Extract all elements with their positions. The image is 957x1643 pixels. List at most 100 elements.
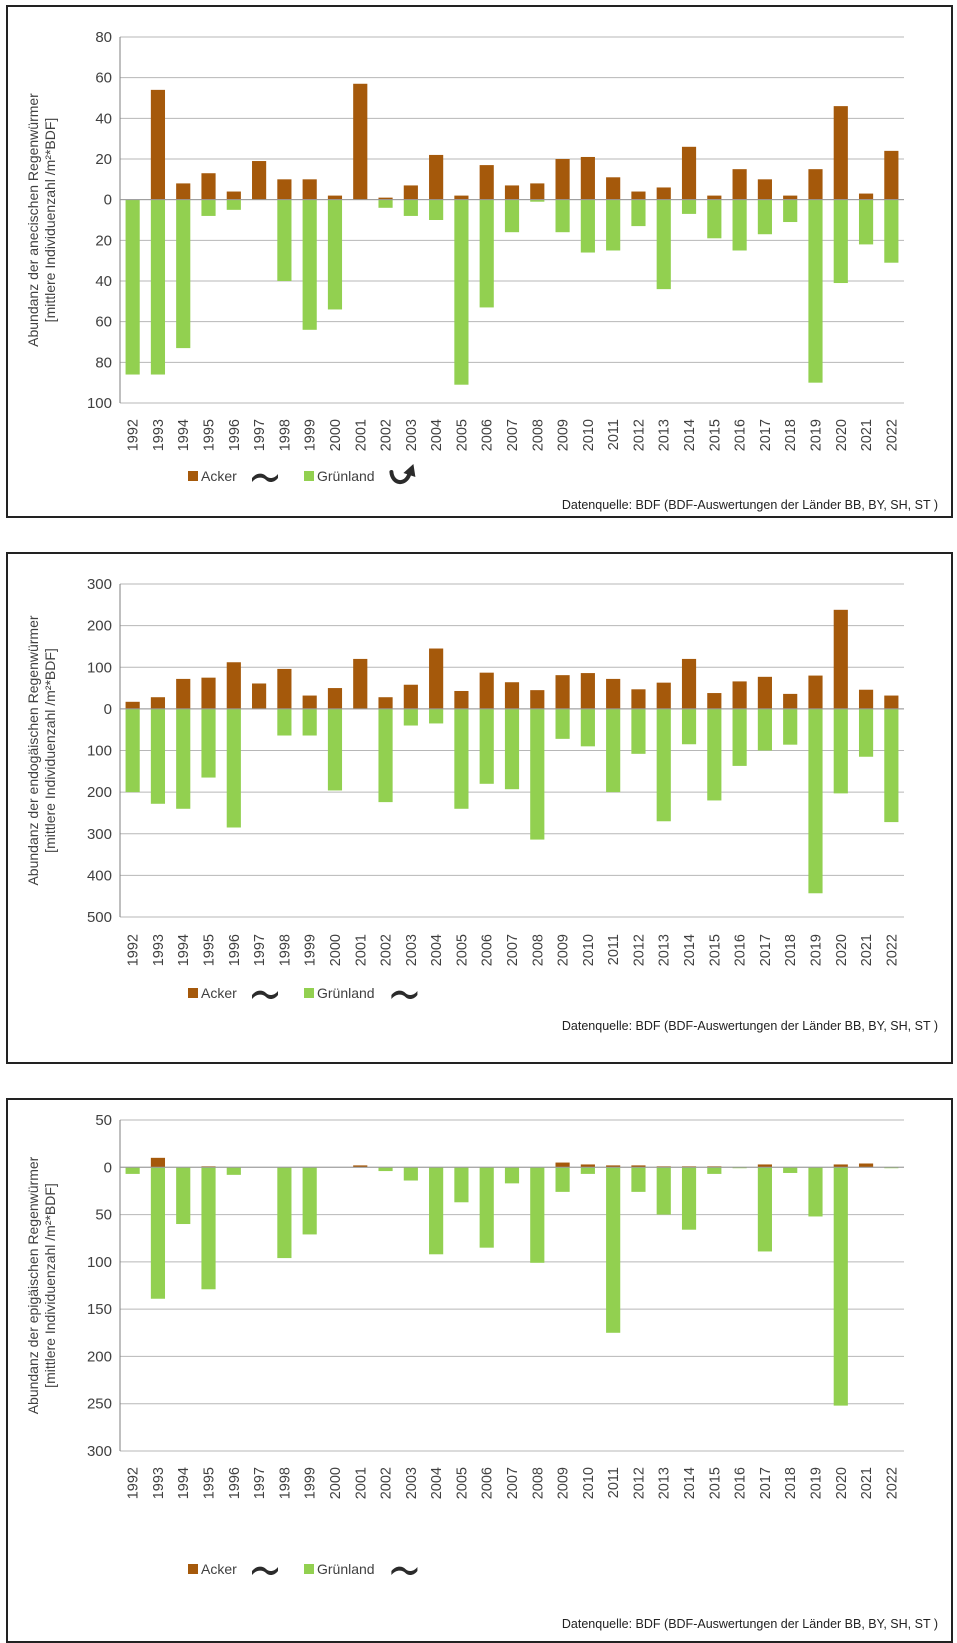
- x-tick-label: 1993: [151, 934, 167, 966]
- bar-gruenland-2012: [631, 1167, 646, 1192]
- y-tick-label: 300: [87, 1443, 112, 1460]
- bar-gruenland-2014: [681, 708, 697, 745]
- bar-acker-1993: [150, 697, 166, 709]
- bar-acker-2006: [479, 672, 494, 709]
- x-tick-label: 2011: [606, 419, 622, 450]
- bar-gruenland-2006: [479, 199, 494, 308]
- y-tick-label: 50: [95, 1112, 112, 1129]
- x-tick-label: 1998: [277, 1467, 293, 1499]
- bar-gruenland-2020: [833, 708, 848, 794]
- bar-gruenland-2020: [833, 199, 848, 284]
- legend-swatch: [188, 988, 198, 998]
- bar-gruenland-1992: [125, 708, 140, 793]
- bar-acker-2003: [403, 185, 418, 200]
- x-tick-label: 2010: [581, 419, 597, 451]
- bar-gruenland-2002: [378, 708, 393, 803]
- x-tick-label: 2001: [353, 1467, 369, 1499]
- x-tick-label: 2008: [530, 1467, 546, 1499]
- bar-acker-2020: [833, 1164, 848, 1168]
- bar-gruenland-2002: [378, 1167, 393, 1172]
- x-tick-label: 2019: [808, 934, 824, 966]
- x-tick-label: 2020: [834, 419, 850, 451]
- source-note: Datenquelle: BDF (BDF-Auswertungen der L…: [562, 1617, 938, 1631]
- bar-gruenland-2013: [656, 1167, 671, 1215]
- bar-acker-2020: [833, 106, 848, 200]
- y-tick-label: 40: [95, 110, 112, 127]
- x-tick-label: 2014: [682, 934, 698, 966]
- bar-acker-2012: [631, 191, 646, 200]
- legend-swatch: [188, 1564, 198, 1574]
- x-tick-label: 2018: [783, 934, 799, 966]
- bar-gruenland-1995: [201, 199, 216, 216]
- x-tick-label: 1995: [202, 1467, 218, 1499]
- bar-gruenland-1992: [125, 1167, 140, 1174]
- x-tick-label: 2010: [581, 934, 597, 966]
- x-tick-label: 1996: [227, 1467, 243, 1499]
- x-tick-label: 2006: [480, 419, 496, 451]
- bar-gruenland-2009: [555, 199, 570, 233]
- bar-acker-2020: [833, 609, 848, 709]
- bar-acker-2010: [580, 1164, 595, 1168]
- bar-gruenland-1993: [150, 1167, 166, 1299]
- tilde-trend-icon: [252, 990, 278, 1000]
- bar-acker-2019: [808, 169, 823, 200]
- x-tick-label: 2000: [328, 934, 344, 966]
- bar-acker-2017: [757, 676, 772, 709]
- x-tick-label: 2003: [404, 934, 420, 966]
- bar-gruenland-1998: [277, 1167, 292, 1259]
- bar-gruenland-2007: [504, 708, 520, 790]
- x-tick-label: 2017: [758, 419, 774, 451]
- bar-gruenland-2020: [833, 1167, 848, 1406]
- endogeic-earthworm-chart: 300 200 100 0 100 200 300 400 500 1992 1993 1994 199…: [25, 576, 938, 1033]
- bar-acker-2014: [681, 658, 697, 709]
- bar-gruenland-2003: [403, 1167, 418, 1181]
- y-axis-label: Abundanz der epigäischen Regenwürmer: [25, 1156, 41, 1414]
- legend-label: Grünland: [317, 1561, 375, 1577]
- y-tick-label: 0: [104, 701, 112, 718]
- y-axis-label: [mittlere Individuenzahl /m²*BDF]: [42, 118, 58, 323]
- bar-gruenland-2005: [454, 708, 469, 809]
- y-axis-label: [mittlere Individuenzahl /m²*BDF]: [42, 648, 58, 853]
- bar-gruenland-1998: [277, 199, 292, 281]
- bar-acker-2010: [580, 156, 595, 200]
- bar-acker-1999: [302, 695, 317, 709]
- bar-gruenland-2012: [631, 199, 646, 227]
- bar-acker-2000: [327, 195, 343, 200]
- bar-acker-2019: [808, 675, 823, 709]
- bar-gruenland-2015: [707, 708, 722, 801]
- y-tick-label: 0: [104, 1159, 112, 1176]
- x-tick-label: 2010: [581, 1467, 597, 1499]
- bar-acker-2018: [783, 693, 798, 709]
- x-tick-label: 2002: [379, 419, 395, 451]
- x-tick-label: 2012: [631, 934, 647, 966]
- bar-gruenland-2016: [732, 708, 747, 766]
- y-tick-label: 60: [95, 314, 112, 331]
- y-tick-label: 400: [87, 867, 112, 884]
- bar-gruenland-1994: [176, 1167, 191, 1225]
- y-tick-label: 80: [95, 29, 112, 46]
- y-tick-label: 20: [95, 232, 112, 249]
- x-tick-label: 2004: [429, 1467, 445, 1499]
- bar-acker-2002: [378, 197, 393, 200]
- x-tick-label: 2000: [328, 1467, 344, 1499]
- bar-acker-2011: [606, 678, 621, 709]
- bar-gruenland-2010: [580, 708, 595, 747]
- bar-gruenland-1999: [302, 199, 317, 330]
- bar-gruenland-2022: [884, 199, 899, 263]
- y-axis-label: Abundanz der endogäischen Regenwürmer: [25, 615, 41, 885]
- bar-gruenland-2003: [403, 708, 418, 726]
- legend: Acker Grünland: [188, 985, 418, 1001]
- bar-gruenland-2014: [681, 1167, 697, 1230]
- x-tick-label: 2017: [758, 1467, 774, 1499]
- x-tick-label: 2014: [682, 419, 698, 451]
- bar-acker-2008: [530, 183, 545, 200]
- bar-acker-1995: [201, 173, 216, 200]
- bar-acker-2009: [555, 675, 570, 709]
- bar-gruenland-2022: [884, 708, 899, 823]
- x-tick-label: 1994: [176, 419, 192, 451]
- x-tick-label: 2004: [429, 419, 445, 451]
- tilde-trend-icon: [391, 1566, 418, 1576]
- x-tick-label: 2006: [480, 934, 496, 966]
- tilde-trend-icon: [252, 473, 278, 483]
